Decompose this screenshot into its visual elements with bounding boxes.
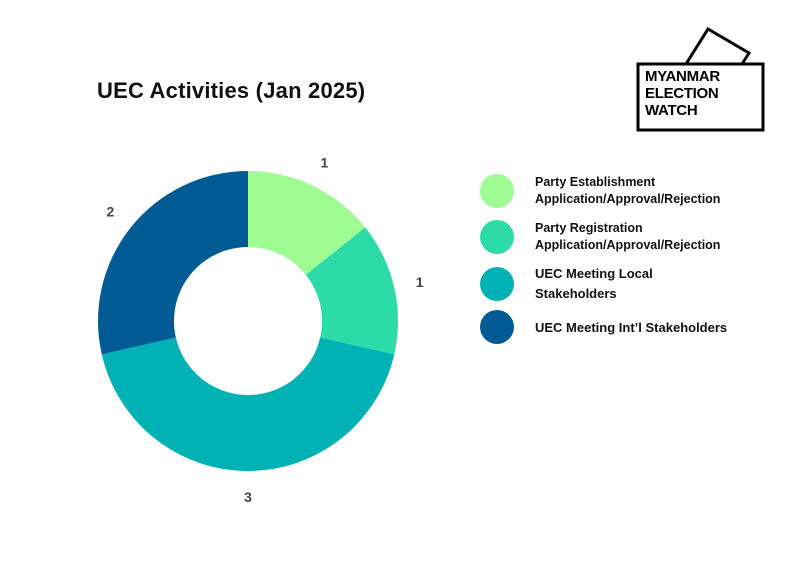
legend-item-party-establishment: Party Establishment Application/Approval… [480,174,720,208]
donut-slice-1 [248,171,366,275]
donut-slice-3 [101,337,395,472]
legend-swatch [480,310,514,344]
donut-chart: 1 1 3 2 [98,154,424,505]
data-label-3: 3 [244,489,252,505]
legend-label-line: Application/Approval/Rejection [535,192,721,206]
ballot-box-icon [636,26,765,132]
legend-swatch [480,174,514,208]
chart-title: UEC Activities (Jan 2025) [97,78,366,103]
myanmar-election-watch-logo: MYANMAR ELECTION WATCH [636,26,766,134]
donut-slice-4 [98,171,249,355]
legend-item-uec-meeting-local: UEC Meeting Local Stakeholders [480,264,653,304]
legend-item-uec-meeting-intl: UEC Meeting Int’l Stakeholders [480,310,727,344]
legend-item-party-registration: Party Registration Application/Approval/… [480,220,720,254]
data-label-1: 1 [320,154,328,170]
donut-slice-2 [305,227,398,355]
legend-label-line: UEC Meeting Local [535,266,653,281]
legend-swatch [480,220,514,254]
logo-line-3: WATCH [645,102,698,119]
legend-swatch [480,267,514,301]
data-label-2: 1 [416,274,424,290]
data-label-4: 2 [106,203,114,219]
legend-label-line: UEC Meeting Int’l Stakeholders [535,319,728,335]
legend-label-line: Application/Approval/Rejection [535,238,721,252]
legend-label-line: Party Establishment [535,175,656,189]
logo-line-1: MYANMAR [645,68,720,85]
legend-label-line: Stakeholders [535,286,617,301]
logo-line-2: ELECTION [645,85,719,102]
legend-label-line: Party Registration [535,221,643,235]
